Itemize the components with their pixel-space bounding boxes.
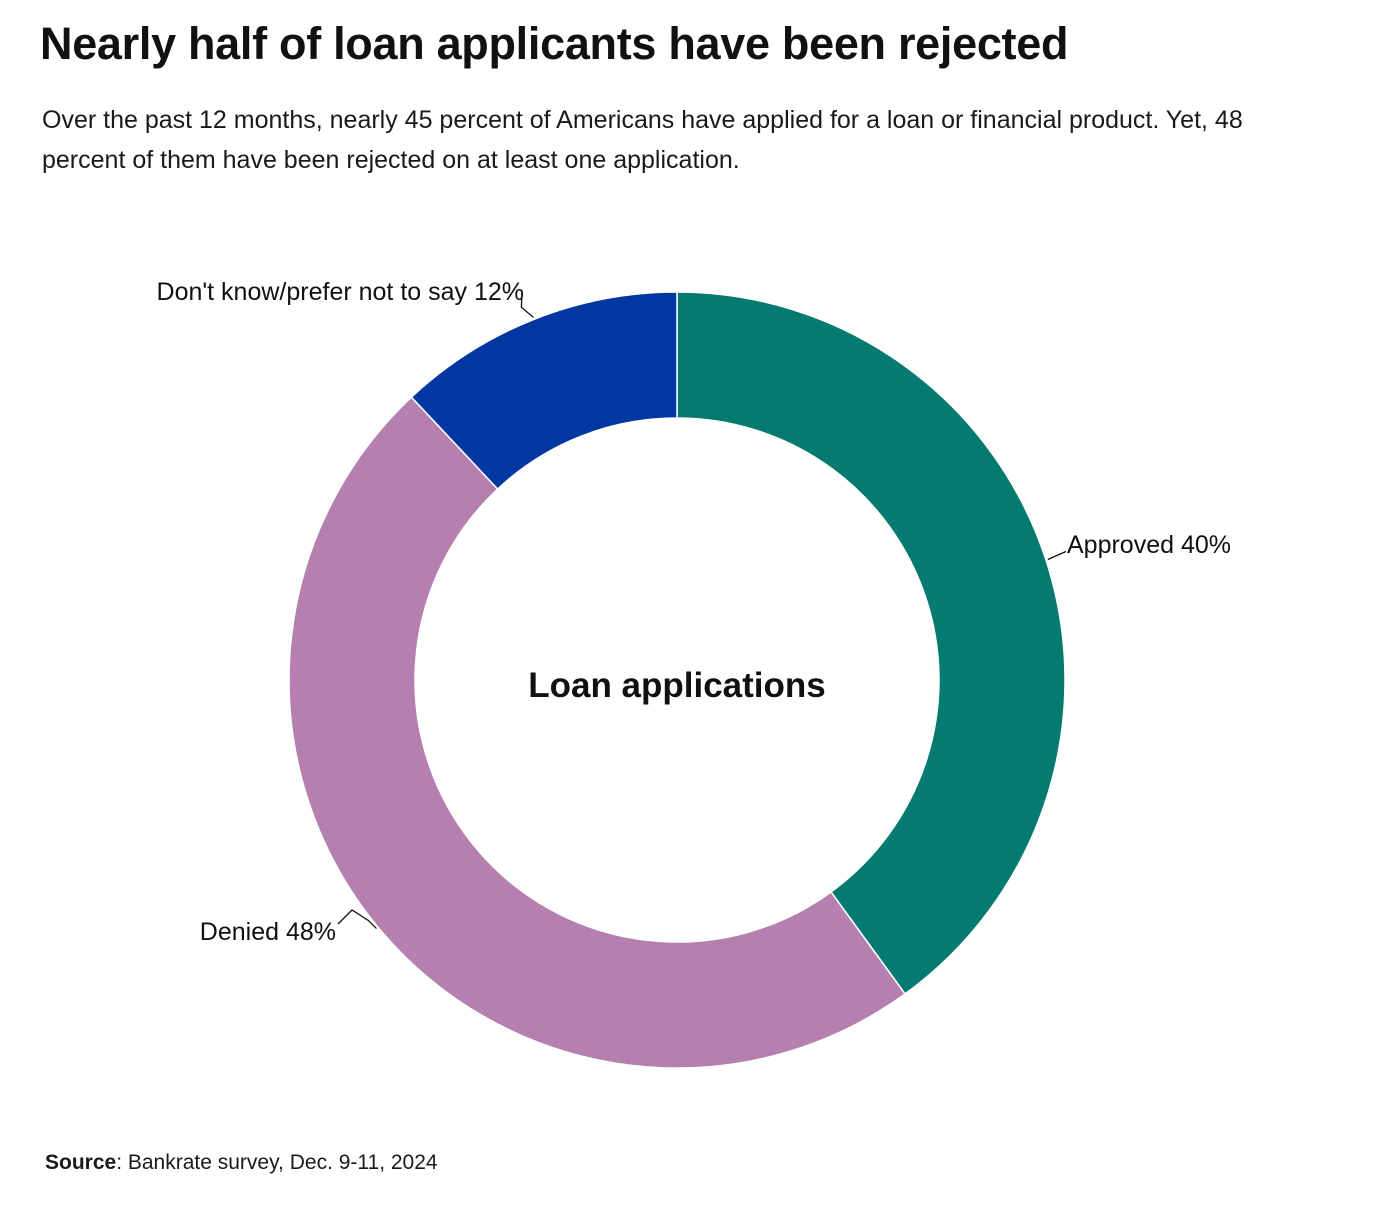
slice-label: Approved 40% — [1067, 531, 1231, 559]
slice-labels: Approved 40% Denied 48% Don't know/prefer … — [157, 278, 1231, 946]
slice-label: Don't know/prefer not to say 12% — [157, 278, 524, 306]
label-leader-lines — [337, 289, 1067, 930]
source-note: Source: Bankrate survey, Dec. 9-11, 2024 — [45, 1148, 438, 1178]
donut-slices — [288, 291, 1066, 1069]
source-text: : Bankrate survey, Dec. 9-11, 2024 — [116, 1151, 438, 1174]
chart-subtitle: Over the past 12 months, nearly 45 perce… — [42, 106, 1243, 174]
slice-label: Denied 48% — [200, 918, 336, 946]
chart-title: Nearly half of loan applicants have been… — [40, 18, 1069, 69]
leader-line — [337, 909, 377, 930]
leader-line — [1047, 550, 1067, 561]
donut-slice-approved — [676, 291, 1066, 995]
donut-center-label: Loan applications — [528, 666, 826, 705]
leader-line — [520, 289, 534, 318]
source-label: Source — [45, 1151, 117, 1174]
donut-slice-denied — [288, 396, 907, 1069]
donut-slice-don-t-know-prefer-not-to-say — [410, 291, 678, 491]
